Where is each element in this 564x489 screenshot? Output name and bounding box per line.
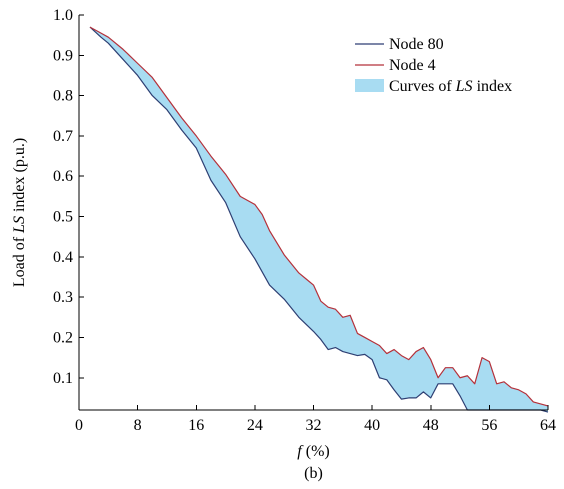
x-tick-label: 32 bbox=[306, 417, 322, 434]
axes-layer: 0 8 16 24 32 40 48 56 64 0.1 0.2 0.3 0.4 0.5 0.6 0.7 0.8… bbox=[53, 7, 556, 434]
x-tick-label: 64 bbox=[540, 417, 556, 434]
x-tick-label: 56 bbox=[481, 417, 497, 434]
legend-swatch-fill bbox=[355, 79, 384, 92]
figure-caption: (b) bbox=[304, 465, 323, 482]
y-tick-label: 0.9 bbox=[53, 47, 73, 64]
x-tick-label: 0 bbox=[75, 417, 83, 434]
y-axis-title-part: index (p.u.) bbox=[11, 138, 28, 216]
x-tick-label: 16 bbox=[188, 417, 204, 434]
y-tick-label: 0.5 bbox=[53, 209, 73, 226]
legend-label-part: Node 4 bbox=[389, 57, 436, 74]
x-axis-title: f (%) bbox=[297, 443, 329, 460]
legend-label: Curves of LS index bbox=[389, 78, 512, 95]
band-layer bbox=[89, 27, 549, 413]
x-axis-title-part: f bbox=[297, 443, 304, 460]
labels-layer: f (%) Load of LS index (p.u.) (b) bbox=[11, 138, 330, 482]
legend-label-part: Node 80 bbox=[389, 36, 444, 53]
y-tick-label: 0.6 bbox=[53, 168, 73, 185]
legend-label-part: index bbox=[473, 78, 513, 95]
y-axis-title-part: Load of bbox=[11, 233, 28, 287]
legend-label-part: Curves of bbox=[389, 78, 456, 95]
legend-label-part: LS bbox=[455, 78, 473, 95]
legend-label: Node 4 bbox=[389, 57, 436, 74]
series-line-node-4 bbox=[89, 26, 549, 407]
x-axis-title-part: (%) bbox=[302, 443, 330, 460]
x-tick-label: 40 bbox=[364, 417, 380, 434]
legend-label: Node 80 bbox=[389, 36, 444, 53]
band-area bbox=[89, 27, 549, 413]
y-axis-title: Load of LS index (p.u.) bbox=[11, 138, 28, 287]
y-tick-label: 0.4 bbox=[53, 249, 73, 266]
y-tick-label: 0.2 bbox=[53, 329, 73, 346]
y-tick-label: 0.7 bbox=[53, 128, 73, 145]
legend: Node 80 Node 4 Curves of LS index bbox=[355, 36, 512, 95]
y-tick-label: 0.1 bbox=[53, 370, 73, 387]
x-tick-label: 48 bbox=[423, 417, 439, 434]
y-tick-label: 1.0 bbox=[53, 7, 73, 24]
x-tick-label: 24 bbox=[247, 417, 263, 434]
y-axis-title-part: LS bbox=[11, 216, 28, 234]
y-tick-label: 0.3 bbox=[53, 289, 73, 306]
y-tick-label: 0.8 bbox=[53, 88, 73, 105]
x-tick-label: 8 bbox=[134, 417, 142, 434]
